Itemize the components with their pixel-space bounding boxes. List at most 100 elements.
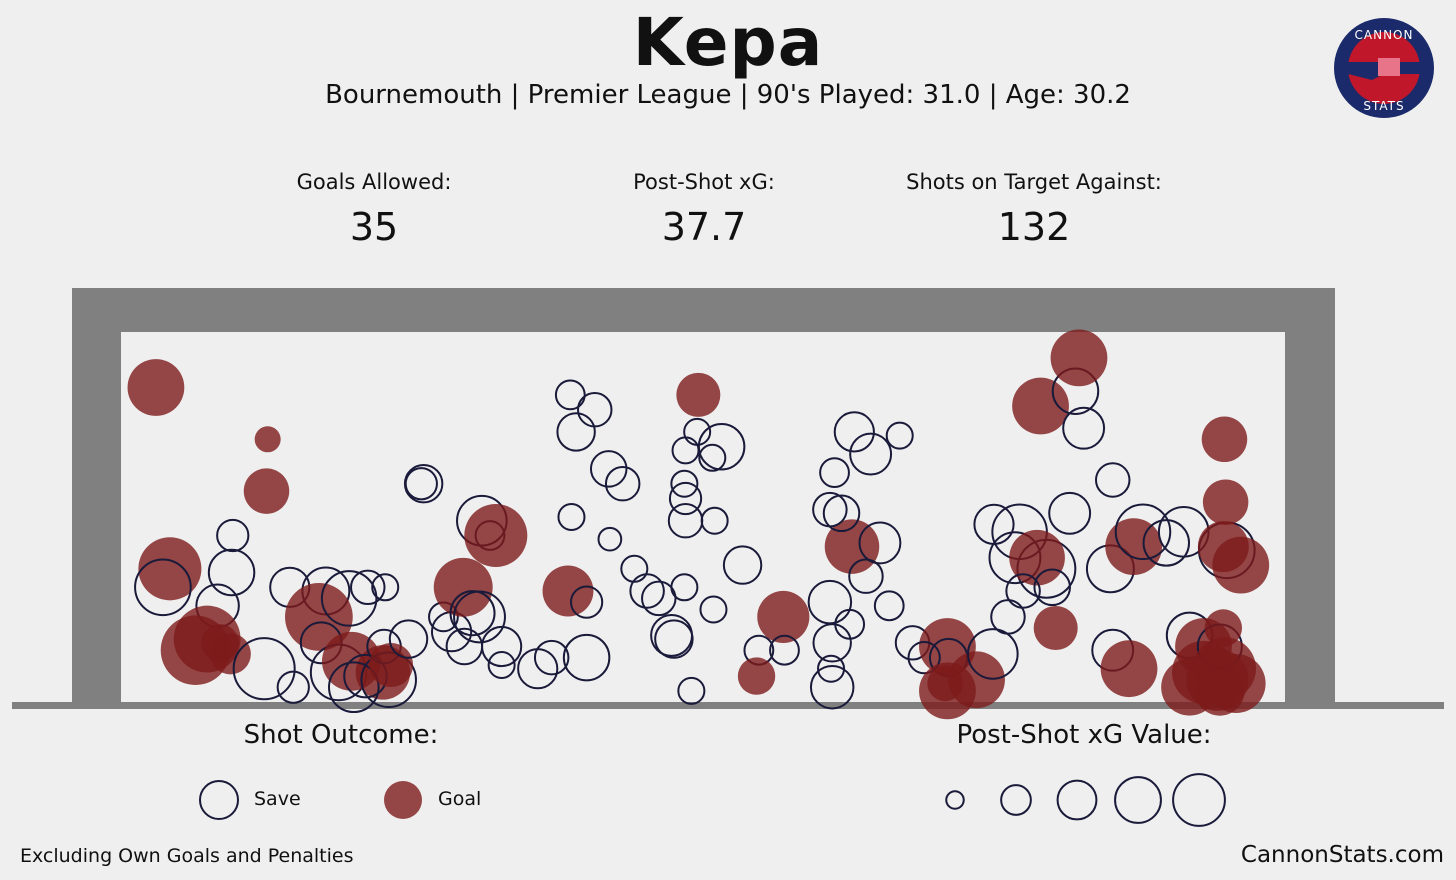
- shot-save-marker: [641, 580, 677, 617]
- shot-goal-marker: [1201, 416, 1248, 463]
- cannon-stats-logo: CANNON STATS: [1334, 18, 1434, 118]
- shot-save-marker: [554, 379, 586, 411]
- shot-save-marker: [557, 502, 586, 532]
- shot-save-marker: [677, 676, 706, 705]
- shot-save-marker: [807, 579, 853, 625]
- xg-legend-marker: [945, 790, 965, 810]
- shot-save-marker: [388, 619, 429, 659]
- shot-save-marker: [589, 450, 628, 488]
- shot-save-marker: [1094, 462, 1131, 498]
- post-shot-xg-label: Post-Shot xG:: [633, 170, 775, 194]
- shot-save-marker: [849, 432, 893, 476]
- legend-save-marker: [199, 780, 239, 820]
- shot-goal-marker: [1100, 640, 1158, 698]
- shot-save-marker: [819, 457, 850, 489]
- shot-goal-marker: [243, 468, 290, 514]
- shot-goal-marker: [1033, 605, 1078, 651]
- shot-save-marker: [670, 573, 699, 602]
- xg-value-title: Post-Shot xG Value:: [956, 720, 1212, 750]
- shot-save-marker: [822, 494, 861, 533]
- shot-save-marker: [328, 661, 380, 714]
- shot-goal-marker: [757, 590, 810, 643]
- shot-save-marker: [668, 481, 703, 516]
- shot-save-marker: [973, 503, 1015, 546]
- legend-save-label: Save: [254, 788, 301, 810]
- shots-on-target-label: Shots on Target Against:: [906, 170, 1162, 194]
- post-shot-xg-value: 37.7: [661, 205, 747, 249]
- shot-save-marker: [858, 521, 902, 565]
- shot-save-marker: [481, 625, 523, 668]
- shot-save-marker: [848, 558, 884, 594]
- shot-save-marker: [533, 639, 570, 676]
- shot-save-marker: [809, 664, 855, 710]
- shot-goal-marker: [1186, 648, 1249, 711]
- shot-save-marker: [216, 518, 250, 553]
- shot-save-marker: [769, 634, 800, 666]
- shot-goal-marker: [254, 426, 281, 453]
- player-subtitle: Bournemouth | Premier League | 90's Play…: [325, 80, 1131, 110]
- shot-save-marker: [683, 417, 712, 446]
- shot-save-marker: [700, 506, 729, 535]
- shot-goal-marker: [464, 503, 528, 568]
- shot-save-marker: [1033, 568, 1071, 607]
- shot-save-marker: [449, 590, 496, 637]
- shot-goal-marker: [1202, 479, 1249, 525]
- shot-goal-marker: [1012, 377, 1069, 435]
- legend-goal-label: Goal: [438, 788, 482, 810]
- shot-save-marker: [1142, 519, 1191, 567]
- shot-save-marker: [487, 650, 516, 680]
- shot-save-marker: [654, 619, 694, 659]
- shot-save-marker: [562, 633, 611, 682]
- logo-bottom-text: STATS: [1363, 99, 1404, 113]
- shot-save-marker: [834, 608, 866, 640]
- shot-goal-marker: [927, 665, 963, 702]
- shot-goal-marker: [127, 359, 185, 416]
- footnote: Excluding Own Goals and Penalties: [20, 845, 354, 867]
- xg-legend-marker: [1114, 776, 1162, 824]
- shot-save-marker: [670, 469, 699, 498]
- shot-goal-marker: [1050, 329, 1108, 387]
- shot-save-marker: [320, 570, 378, 627]
- shot-save-marker: [597, 526, 623, 552]
- goal-line: [12, 702, 1444, 709]
- shot-save-marker: [569, 585, 604, 619]
- shot-goal-marker: [737, 657, 776, 695]
- shot-goal-marker: [1105, 518, 1163, 575]
- site-credit: CannonStats.com: [1240, 842, 1444, 868]
- shot-save-marker: [833, 411, 875, 453]
- shot-save-marker: [1005, 573, 1041, 609]
- shot-save-marker: [1114, 503, 1172, 561]
- shot-save-marker: [604, 465, 641, 502]
- shot-save-marker: [885, 421, 914, 450]
- shot-save-marker: [873, 590, 905, 622]
- shot-save-marker: [698, 443, 727, 472]
- shot-goal-marker: [542, 565, 594, 617]
- shot-save-marker: [134, 558, 192, 617]
- shot-save-marker: [371, 573, 400, 602]
- shots-on-target-value: 132: [997, 205, 1071, 249]
- shot-outcome-title: Shot Outcome:: [243, 720, 439, 750]
- shot-goal-marker: [369, 642, 414, 688]
- xg-legend-marker: [1172, 773, 1226, 827]
- goals-allowed-value: 35: [349, 205, 399, 249]
- shot-goal-marker: [1197, 521, 1249, 573]
- legend-goal-marker: [384, 781, 422, 819]
- shot-save-marker: [629, 573, 665, 609]
- shot-save-marker: [907, 640, 941, 675]
- logo-top-text: CANNON: [1355, 28, 1414, 42]
- shot-save-marker: [404, 467, 438, 501]
- shot-save-marker: [697, 422, 746, 471]
- shot-save-marker: [556, 412, 596, 452]
- goals-allowed-label: Goals Allowed:: [296, 170, 452, 194]
- shot-save-marker: [207, 548, 256, 597]
- shot-goal-marker: [138, 537, 202, 601]
- shot-save-marker: [577, 391, 613, 428]
- shot-goal-marker: [209, 633, 251, 675]
- shot-save-marker: [350, 569, 386, 606]
- shot-goal-marker: [676, 372, 721, 417]
- shot-save-marker: [232, 637, 296, 701]
- shot-goal-marker: [1204, 609, 1243, 647]
- shot-save-marker: [276, 670, 310, 704]
- xg-legend-marker: [1000, 784, 1032, 816]
